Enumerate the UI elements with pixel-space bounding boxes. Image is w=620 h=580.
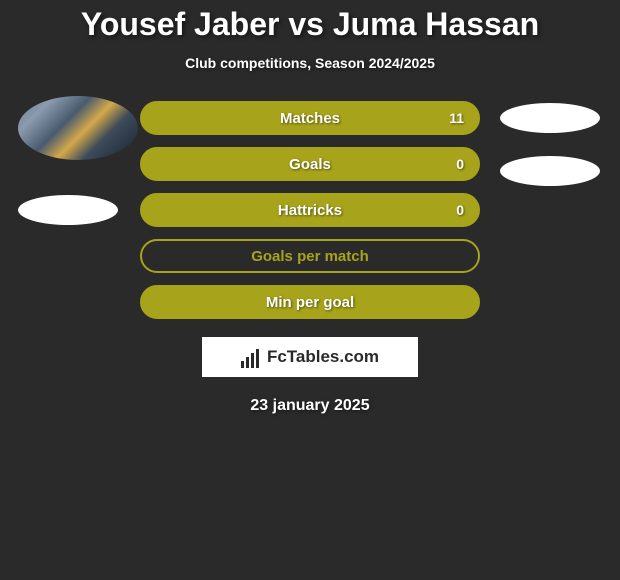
stat-row: Min per goal [0,285,620,319]
stat-pill-hattricks: Hattricks 0 [140,193,480,227]
stat-label: Goals [289,156,331,173]
stat-row: Goals 0 [0,147,620,181]
stat-row: Matches 11 [0,101,620,135]
stat-value: 11 [449,110,464,126]
page-subtitle: Club competitions, Season 2024/2025 [185,55,435,71]
stats-rows: Matches 11 Goals 0 [0,101,620,319]
barchart-icon [241,346,263,368]
date-text: 23 january 2025 [250,397,369,415]
logo-box: FcTables.com [202,337,418,377]
infographic-container: Yousef Jaber vs Juma Hassan Club competi… [0,0,620,580]
placeholder-ellipse-left [18,195,118,225]
ellipse-icon [18,195,118,225]
stat-label: Min per goal [266,294,354,311]
stat-label: Hattricks [278,202,342,219]
stat-row: Hattricks 0 [0,193,620,227]
page-title: Yousef Jaber vs Juma Hassan [81,6,539,43]
stat-pill-matches: Matches 11 [140,101,480,135]
ellipse-icon [500,103,600,133]
logo-text: FcTables.com [267,347,379,367]
stat-value: 0 [456,156,464,172]
placeholder-ellipse-right [500,156,600,186]
stat-label: Matches [280,110,340,127]
stat-pill-goals-per-match: Goals per match [140,239,480,273]
ellipse-icon [500,156,600,186]
stat-pill-min-per-goal: Min per goal [140,285,480,319]
placeholder-ellipse-right [500,103,600,133]
stat-pill-goals: Goals 0 [140,147,480,181]
stat-value: 0 [456,202,464,218]
stat-row: Goals per match [0,239,620,273]
stat-label: Goals per match [251,248,369,265]
